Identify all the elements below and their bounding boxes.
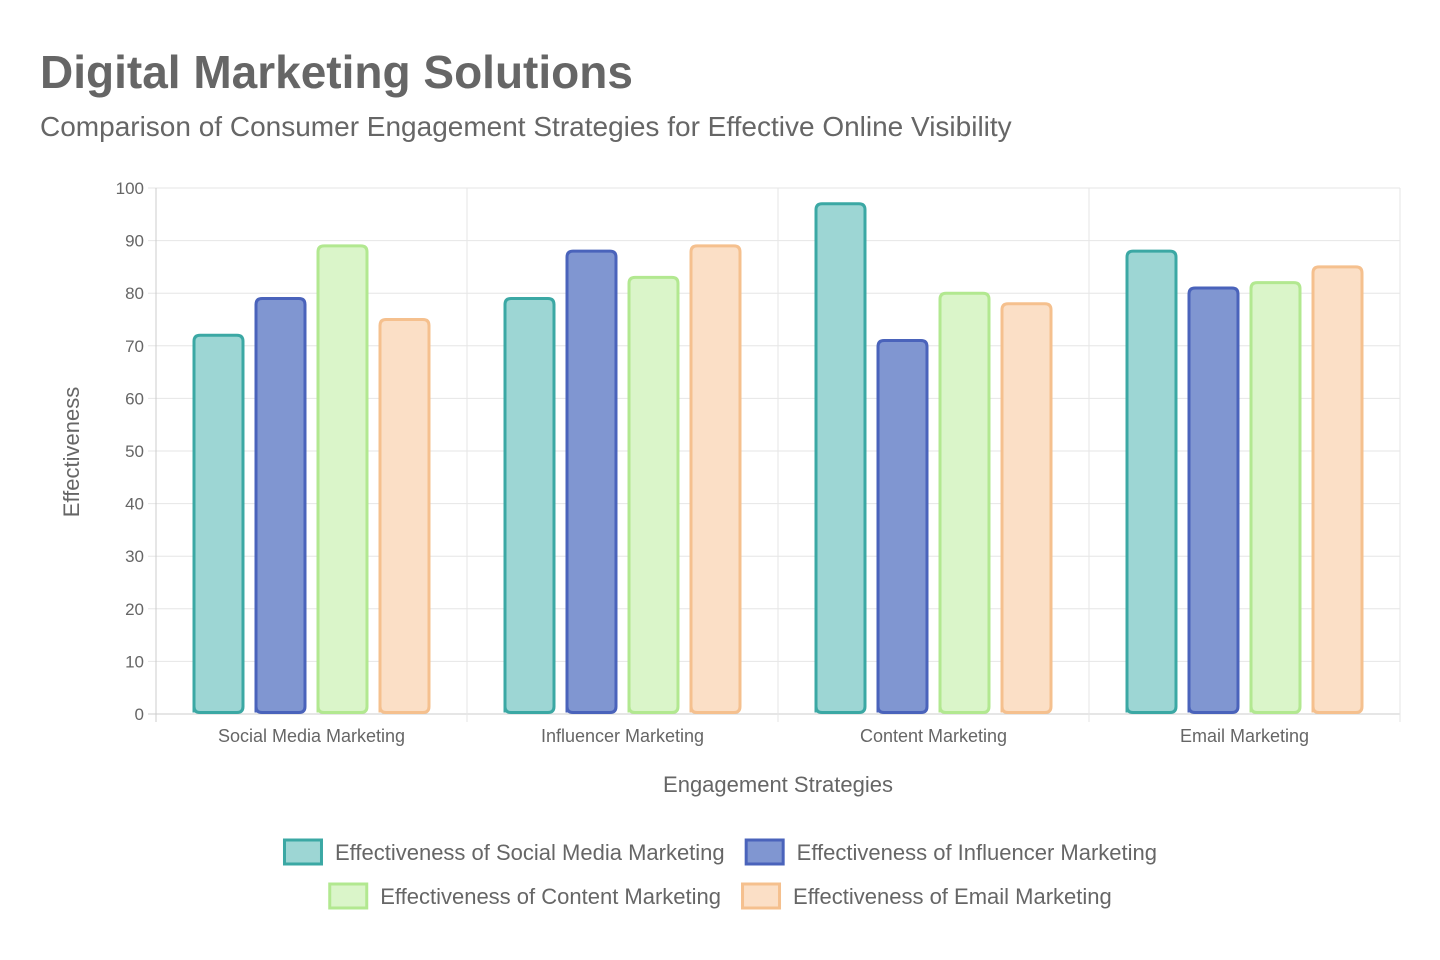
bar (1311, 265, 1364, 714)
y-tick-label: 50 (125, 442, 144, 461)
x-axis-title: Engagement Strategies (663, 772, 893, 797)
bar (938, 291, 991, 714)
bar (814, 202, 867, 714)
y-tick-label: 40 (125, 495, 144, 514)
y-axis-title: Effectiveness (59, 387, 84, 517)
y-tick-label: 80 (125, 284, 144, 303)
chart-subtitle: Comparison of Consumer Engagement Strate… (40, 111, 1012, 142)
y-tick-label: 10 (125, 652, 144, 671)
y-tick-label: 30 (125, 547, 144, 566)
legend-swatch (741, 882, 782, 910)
bar (503, 296, 556, 714)
bar (1125, 249, 1178, 714)
bar (254, 296, 307, 714)
y-tick-label: 20 (125, 600, 144, 619)
axes: 0 10 20 30 40 50 60 70 80 90 100 Social Media Marke… (116, 179, 1309, 746)
legend-swatch (282, 838, 323, 866)
chart-title: Digital Marketing Solutions (40, 46, 633, 98)
y-tick-label: 90 (125, 232, 144, 251)
y-tick-label: 0 (135, 705, 144, 724)
x-tick-label: Influencer Marketing (541, 726, 704, 746)
legend-label: Effectiveness of Social Media Marketing (335, 840, 725, 865)
bar (1187, 286, 1240, 714)
x-tick-label: Social Media Marketing (218, 726, 405, 746)
legend: Effectiveness of Social Media Marketing E… (282, 838, 1157, 910)
bar (1000, 302, 1053, 714)
y-tick-label: 100 (116, 179, 144, 198)
legend-label: Effectiveness of Email Marketing (793, 884, 1112, 909)
x-tick-label: Content Marketing (860, 726, 1007, 746)
legend-label: Effectiveness of Content Marketing (380, 884, 721, 909)
bar (876, 339, 929, 714)
y-tick-label: 60 (125, 389, 144, 408)
bar (689, 244, 742, 714)
y-tick-label: 70 (125, 337, 144, 356)
bar (316, 244, 369, 714)
bar (627, 275, 680, 714)
legend-swatch (328, 882, 369, 910)
bar (192, 333, 245, 714)
legend-swatch (744, 838, 785, 866)
x-tick-label: Email Marketing (1180, 726, 1309, 746)
bar (565, 249, 618, 714)
bar (1249, 281, 1302, 714)
legend-label: Effectiveness of Influencer Marketing (797, 840, 1157, 865)
bar (378, 318, 431, 714)
bars (192, 202, 1364, 714)
